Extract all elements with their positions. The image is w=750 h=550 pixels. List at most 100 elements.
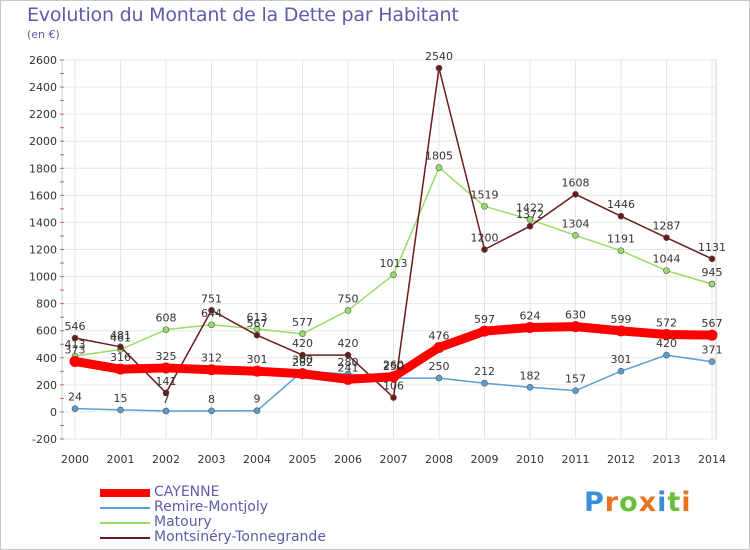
data-label: 250 bbox=[429, 360, 450, 373]
data-label: 250 bbox=[383, 360, 404, 373]
proxiti-logo: Proxiti bbox=[584, 487, 692, 518]
x-tick-label: 2013 bbox=[653, 453, 681, 466]
data-point bbox=[71, 405, 79, 412]
data-label: 7 bbox=[163, 393, 170, 406]
data-point bbox=[342, 373, 354, 385]
data-point bbox=[570, 321, 581, 333]
data-label: 572 bbox=[656, 317, 677, 330]
data-point bbox=[435, 164, 443, 171]
y-tick-label: 200 bbox=[36, 379, 57, 392]
data-label: 751 bbox=[201, 292, 222, 305]
data-point bbox=[299, 330, 306, 338]
x-tick-label: 2008 bbox=[425, 453, 453, 466]
x-tick-label: 2005 bbox=[289, 453, 317, 466]
legend-label: Montsinéry-Tonnegrande bbox=[154, 529, 326, 545]
data-point bbox=[663, 234, 670, 242]
legend-swatch bbox=[100, 522, 150, 524]
data-point bbox=[617, 367, 625, 375]
data-point bbox=[162, 407, 170, 415]
x-tick-label: 2014 bbox=[698, 453, 726, 466]
data-label: 316 bbox=[110, 351, 131, 364]
data-point bbox=[206, 364, 217, 376]
data-label: 371 bbox=[702, 344, 723, 357]
data-label: 9 bbox=[254, 393, 261, 406]
data-point bbox=[481, 203, 488, 210]
data-point bbox=[524, 321, 536, 333]
data-point bbox=[706, 329, 718, 341]
x-tick-label: 2006 bbox=[334, 453, 362, 466]
data-label: 301 bbox=[247, 353, 268, 366]
y-tick-label: 2200 bbox=[29, 108, 57, 121]
data-point bbox=[388, 371, 399, 383]
chart-unit: (en €) bbox=[27, 28, 60, 41]
data-point bbox=[299, 351, 306, 359]
y-tick-label: 2600 bbox=[29, 54, 57, 67]
data-label: 613 bbox=[247, 311, 268, 324]
data-label: 1805 bbox=[425, 150, 453, 163]
legend-label: Remire-Montjoly bbox=[154, 499, 268, 515]
data-label: 1131 bbox=[698, 241, 726, 254]
data-point bbox=[526, 216, 534, 223]
data-point bbox=[481, 379, 488, 387]
x-tick-label: 2011 bbox=[562, 453, 590, 466]
data-label: 597 bbox=[474, 313, 495, 326]
legend-swatch bbox=[100, 489, 150, 497]
data-label: 644 bbox=[201, 307, 222, 320]
y-tick-label: 400 bbox=[36, 352, 57, 365]
data-label: 282 bbox=[292, 356, 313, 369]
data-label: 476 bbox=[429, 329, 450, 342]
data-label: 280 bbox=[338, 356, 359, 369]
data-point bbox=[663, 351, 670, 359]
legend-label: Matoury bbox=[154, 514, 212, 530]
x-tick-label: 2010 bbox=[516, 453, 544, 466]
data-label: 8 bbox=[208, 393, 215, 406]
data-point bbox=[344, 351, 352, 359]
data-point bbox=[526, 222, 534, 230]
data-point bbox=[253, 407, 261, 415]
data-label: 420 bbox=[338, 337, 359, 350]
data-label: 301 bbox=[611, 353, 632, 366]
data-label: 2540 bbox=[425, 50, 453, 63]
data-label: 546 bbox=[65, 320, 86, 333]
data-label: 157 bbox=[565, 373, 586, 386]
data-point bbox=[708, 280, 716, 288]
data-label: 182 bbox=[520, 369, 541, 382]
y-tick-label: 1000 bbox=[29, 271, 57, 284]
x-tick-label: 2009 bbox=[471, 453, 499, 466]
data-point bbox=[69, 355, 81, 367]
data-label: 413 bbox=[65, 338, 86, 351]
data-point bbox=[526, 383, 534, 391]
data-point bbox=[344, 307, 352, 314]
data-label: 630 bbox=[565, 309, 586, 322]
data-label: 325 bbox=[156, 350, 177, 363]
data-point bbox=[435, 374, 443, 382]
data-point bbox=[617, 247, 625, 255]
data-label: 24 bbox=[68, 391, 82, 404]
data-label: 599 bbox=[611, 313, 632, 326]
data-label: 945 bbox=[702, 266, 723, 279]
data-label: 1200 bbox=[471, 232, 499, 245]
data-label: 260 bbox=[383, 359, 404, 372]
data-point bbox=[661, 329, 672, 341]
y-tick-label: 1400 bbox=[29, 216, 57, 229]
data-label: 567 bbox=[247, 317, 268, 330]
data-label: 1287 bbox=[653, 220, 681, 233]
legend-label: CAYENNE bbox=[154, 484, 220, 500]
data-label: 312 bbox=[201, 352, 222, 365]
y-tick-label: 1600 bbox=[29, 189, 57, 202]
data-point bbox=[572, 387, 579, 394]
data-label: 1608 bbox=[562, 176, 590, 189]
data-point bbox=[115, 363, 126, 375]
data-label: 481 bbox=[110, 329, 131, 342]
data-point bbox=[390, 271, 397, 279]
data-label: 420 bbox=[292, 337, 313, 350]
data-label: 1013 bbox=[380, 257, 408, 270]
data-point bbox=[433, 341, 445, 353]
data-label: 1372 bbox=[516, 208, 544, 221]
x-tick-label: 2002 bbox=[152, 453, 180, 466]
data-point bbox=[435, 64, 443, 72]
data-label: 1304 bbox=[562, 217, 590, 230]
y-tick-label: 600 bbox=[36, 325, 57, 338]
data-label: 577 bbox=[292, 316, 313, 329]
